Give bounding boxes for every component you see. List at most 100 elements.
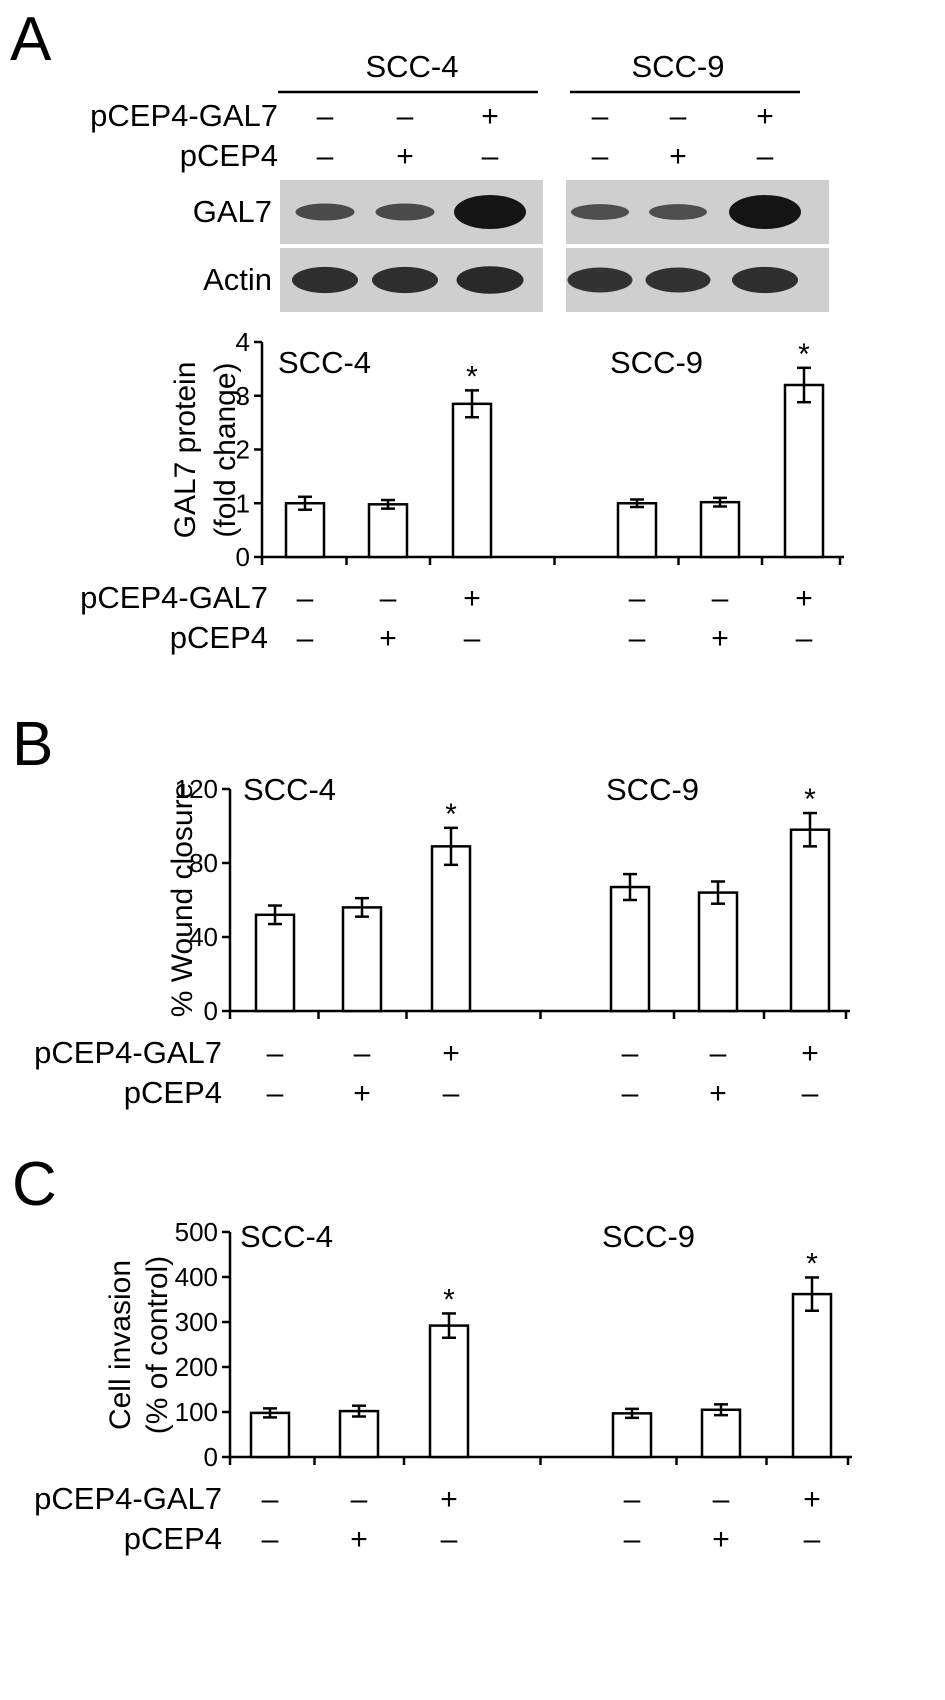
y-tick-label: 2: [236, 435, 250, 465]
treatment-sign: –: [267, 1037, 284, 1070]
treatment-label: pCEP4-GAL7: [80, 580, 268, 615]
panel-letter-b: B: [12, 710, 53, 779]
treatment-sign: +: [440, 1483, 458, 1516]
blot-row-label: GAL7: [193, 194, 272, 229]
bar: [700, 1408, 742, 1459]
blot-header-scc4: SCC-4: [365, 49, 458, 84]
treatment-sign: +: [709, 1077, 727, 1110]
bar: [338, 1409, 380, 1459]
treatment-sign: +: [353, 1077, 371, 1110]
blot-treatment-sign: +: [669, 140, 687, 173]
bar: [451, 402, 493, 559]
y-axis-label: (fold change): [209, 362, 242, 537]
bar: [616, 502, 658, 559]
treatment-sign: –: [297, 622, 314, 655]
blot-band: [729, 195, 801, 229]
chart-panel-a: 0 1 2 3 4 GAL7 protein (fold change) SCC-4 SCC-9…: [80, 327, 844, 655]
treatment-label: pCEP4: [170, 620, 268, 655]
y-tick-label: 200: [175, 1352, 218, 1382]
group-label: SCC-9: [610, 345, 703, 380]
treatment-sign: –: [802, 1077, 819, 1110]
treatment-sign: –: [441, 1523, 458, 1556]
blot-band: [372, 266, 438, 294]
blot-band: [567, 267, 633, 293]
blot-row-label: Actin: [203, 262, 272, 297]
y-tick-label: 3: [236, 381, 250, 411]
blot-band: [295, 203, 355, 221]
y-tick-label: 40: [189, 922, 218, 952]
treatment-sign: –: [262, 1523, 279, 1556]
y-tick-label: 0: [236, 542, 250, 572]
blot-treatment-sign: –: [757, 140, 774, 173]
treatment-sign: –: [624, 1483, 641, 1516]
y-axis-label: GAL7 protein: [169, 362, 202, 539]
treatment-sign: +: [795, 582, 813, 615]
bar: [284, 502, 326, 559]
group-label: SCC-9: [602, 1219, 695, 1254]
y-tick-label: 0: [204, 1442, 218, 1472]
blot-band: [456, 266, 524, 294]
bar: [249, 1411, 291, 1459]
bar: [783, 383, 825, 559]
significance-asterisk: *: [443, 1283, 455, 1316]
bar: [430, 845, 472, 1013]
treatment-sign: –: [796, 622, 813, 655]
treatment-label: pCEP4: [124, 1521, 222, 1556]
treatment-sign: +: [711, 622, 729, 655]
chart-panel-b: 0 40 80 120% Wound closure SCC-4 SCC-9 * * pCEP4…: [34, 772, 850, 1110]
significance-asterisk: *: [806, 1247, 818, 1280]
y-tick-label: 0: [204, 996, 218, 1026]
blot-treatment-sign: –: [397, 100, 414, 133]
bar: [428, 1324, 470, 1459]
blot-band: [375, 203, 435, 221]
treatment-sign: –: [443, 1077, 460, 1110]
treatment-sign: –: [804, 1523, 821, 1556]
treatment-sign: –: [622, 1077, 639, 1110]
treatment-sign: –: [297, 582, 314, 615]
blot-band: [454, 195, 526, 229]
blot-band: [649, 204, 707, 220]
panel-letter-c: C: [12, 1150, 57, 1219]
bar: [791, 1292, 833, 1459]
blot-treatment-sign: –: [482, 140, 499, 173]
y-tick-label: 80: [189, 848, 218, 878]
western-blot: GAL7 Actin: [193, 180, 829, 312]
treatment-label: pCEP4: [124, 1075, 222, 1110]
blot-treatment-sign: –: [670, 100, 687, 133]
blot-treatment-rows: pCEP4-GAL7 – – + – – + pCEP4 – + – – + –: [90, 98, 774, 173]
group-label: SCC-4: [240, 1219, 333, 1254]
bar: [699, 500, 741, 559]
blot-header-scc9: SCC-9: [631, 49, 724, 84]
blot-band: [292, 266, 358, 294]
treatment-label: pCEP4-GAL7: [34, 1481, 222, 1516]
treatment-sign: –: [354, 1037, 371, 1070]
chart-panel-c: 0 100 200 300 400 500 Cell invasion (% of contr…: [34, 1217, 852, 1556]
group-label: SCC-4: [243, 772, 336, 807]
bar: [697, 891, 739, 1013]
y-tick-label: 120: [175, 774, 218, 804]
y-tick-label: 300: [175, 1307, 218, 1337]
y-tick-label: 4: [236, 327, 250, 357]
treatment-label: pCEP4-GAL7: [34, 1035, 222, 1070]
treatment-sign: –: [622, 1037, 639, 1070]
bar: [789, 828, 831, 1013]
blot-treatment-sign: –: [592, 100, 609, 133]
significance-asterisk: *: [445, 798, 457, 831]
treatment-sign: –: [710, 1037, 727, 1070]
treatment-sign: –: [380, 582, 397, 615]
blot-treatment-sign: +: [396, 140, 414, 173]
group-label: SCC-9: [606, 772, 699, 807]
treatment-sign: +: [801, 1037, 819, 1070]
treatment-sign: +: [442, 1037, 460, 1070]
y-tick-label: 400: [175, 1262, 218, 1292]
y-tick-label: 100: [175, 1397, 218, 1427]
blot-band: [732, 266, 798, 294]
blot-band: [645, 267, 711, 293]
blot-treatment-label: pCEP4: [180, 138, 278, 173]
blot-treatment-sign: –: [317, 100, 334, 133]
treatment-sign: –: [712, 582, 729, 615]
blot-treatment-sign: +: [756, 100, 774, 133]
bar: [254, 913, 296, 1013]
y-axis-label: % Wound closure: [166, 783, 199, 1018]
